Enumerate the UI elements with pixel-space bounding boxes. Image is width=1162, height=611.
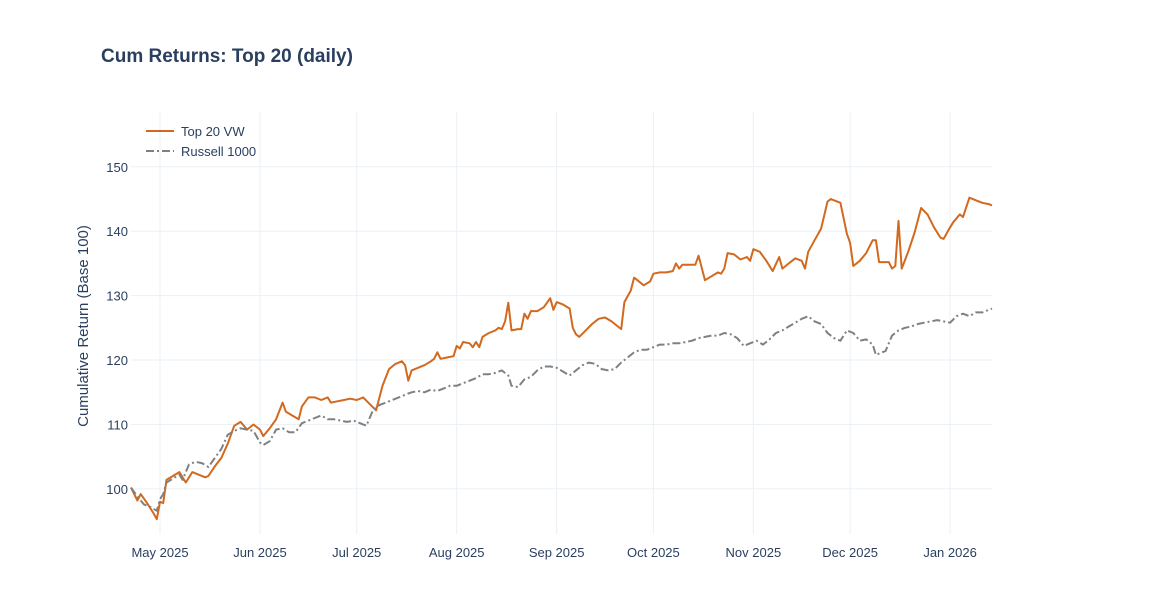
- x-tick-label: Jan 2026: [923, 545, 977, 560]
- series-line-russell: [130, 307, 993, 512]
- legend-label-russell[interactable]: Russell 1000: [181, 144, 256, 159]
- y-tick-label: 110: [107, 417, 128, 432]
- x-tick-label: May 2025: [131, 545, 188, 560]
- y-tick-label: 120: [106, 353, 128, 368]
- x-tick-label: Nov 2025: [726, 545, 782, 560]
- series-line-top20: [130, 196, 993, 521]
- x-tick-label: Sep 2025: [529, 545, 585, 560]
- x-tick-label: Dec 2025: [822, 545, 878, 560]
- y-tick-label: 140: [106, 224, 128, 239]
- x-tick-label: Aug 2025: [429, 545, 485, 560]
- legend-label-top20[interactable]: Top 20 VW: [181, 124, 245, 139]
- legend[interactable]: Top 20 VW Russell 1000: [146, 124, 256, 159]
- y-tick-label: 100: [106, 482, 128, 497]
- chart-title: Cum Returns: Top 20 (daily): [101, 46, 353, 67]
- series-layer: [130, 196, 993, 521]
- axis-layer: 100 110 120 130 140 150 May 2025 Jun 2025 Jul 20…: [106, 160, 977, 560]
- y-tick-label: 130: [106, 289, 128, 304]
- x-tick-label: Jun 2025: [233, 545, 287, 560]
- y-tick-label: 150: [106, 160, 128, 175]
- x-tick-label: Oct 2025: [627, 545, 680, 560]
- y-axis-title: Cumulative Return (Base 100): [75, 225, 92, 427]
- x-tick-label: Jul 2025: [332, 545, 381, 560]
- grid-layer: [131, 112, 992, 534]
